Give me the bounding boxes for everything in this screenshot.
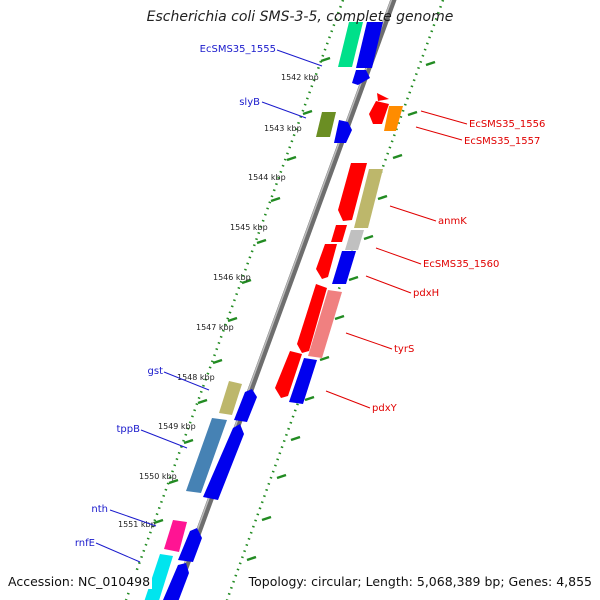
kbp-label: 1547 kbp [196,323,234,332]
left-leader-lines [95,49,323,563]
gene-label[interactable]: rnfE [75,538,95,549]
gene-steelblue[interactable] [186,418,227,493]
gene-red[interactable] [275,351,302,398]
gene-olive[interactable] [316,112,336,137]
gene-blue[interactable] [178,528,202,562]
left-gene-labels: EcSMS35_1555 slyB gst tppB nth rnfE [75,44,276,549]
gene-label[interactable]: pdxY [372,403,398,414]
gene-label[interactable]: gst [148,366,164,377]
gene-blue[interactable] [234,389,257,422]
map-title: Escherichia coli SMS-3-5, complete genom… [146,9,454,25]
gene-label[interactable]: pdxH [413,288,439,299]
gene-label[interactable]: EcSMS35_1557 [464,136,540,147]
topology-text: Topology: circular; Length: 5,068,389 bp… [246,574,594,589]
accession-text: Accession: NC_010498 [6,574,153,589]
gene-khaki[interactable] [219,381,242,415]
gene-label[interactable]: nth [91,504,108,515]
gene-green[interactable] [338,22,363,67]
gene-red[interactable] [369,101,389,124]
kbp-label: 1550 kbp [139,472,177,481]
right-ruler-ticks [246,60,436,562]
gene-blue-small[interactable] [352,70,370,85]
gene-label[interactable]: EcSMS35_1556 [469,119,545,130]
gene-red-arrow[interactable] [377,93,389,101]
kbp-label: 1546 kbp [213,273,251,282]
genome-backbone [170,0,397,600]
gene-label[interactable]: anmK [438,216,467,227]
gene-salmon[interactable] [308,290,342,358]
kbp-labels: 1542 kbp 1543 kbp 1544 kbp 1545 kbp 1546… [118,73,319,529]
kbp-label: 1542 kbp [281,73,319,82]
left-ruler-ticks [153,56,331,525]
gene-red[interactable] [338,163,367,221]
gene-red[interactable] [331,225,347,242]
right-gene-labels: EcSMS35_1556 EcSMS35_1557 anmK EcSMS35_1… [372,119,545,414]
genome-backbone-highlight [170,0,393,600]
kbp-label: 1543 kbp [264,124,302,133]
gene-orange[interactable] [384,106,403,131]
kbp-label: 1544 kbp [248,173,286,182]
gene-red[interactable] [297,284,327,353]
gene-label[interactable]: slyB [239,97,260,108]
gene-label[interactable]: tyrS [394,344,414,355]
gene-magenta[interactable] [164,520,187,552]
gene-blue[interactable] [163,563,189,600]
gene-red[interactable] [316,244,337,279]
kbp-label: 1551 kbp [118,520,156,529]
gene-khaki[interactable] [354,169,383,228]
gene-blue[interactable] [203,424,244,500]
gene-blue[interactable] [334,120,352,143]
left-dotted-track [124,0,345,600]
right-leader-lines [325,110,468,409]
kbp-label: 1545 kbp [230,223,268,232]
gene-blue[interactable] [289,358,317,404]
kbp-label: 1549 kbp [158,422,196,431]
gene-grey[interactable] [345,230,364,250]
gene-label[interactable]: EcSMS35_1555 [200,44,276,55]
gene-label[interactable]: EcSMS35_1560 [423,259,499,270]
gene-blue[interactable] [356,22,383,68]
gene-blue[interactable] [332,251,356,284]
gene-features [144,22,403,600]
gene-label[interactable]: tppB [117,424,141,435]
kbp-label: 1548 kbp [177,373,215,382]
